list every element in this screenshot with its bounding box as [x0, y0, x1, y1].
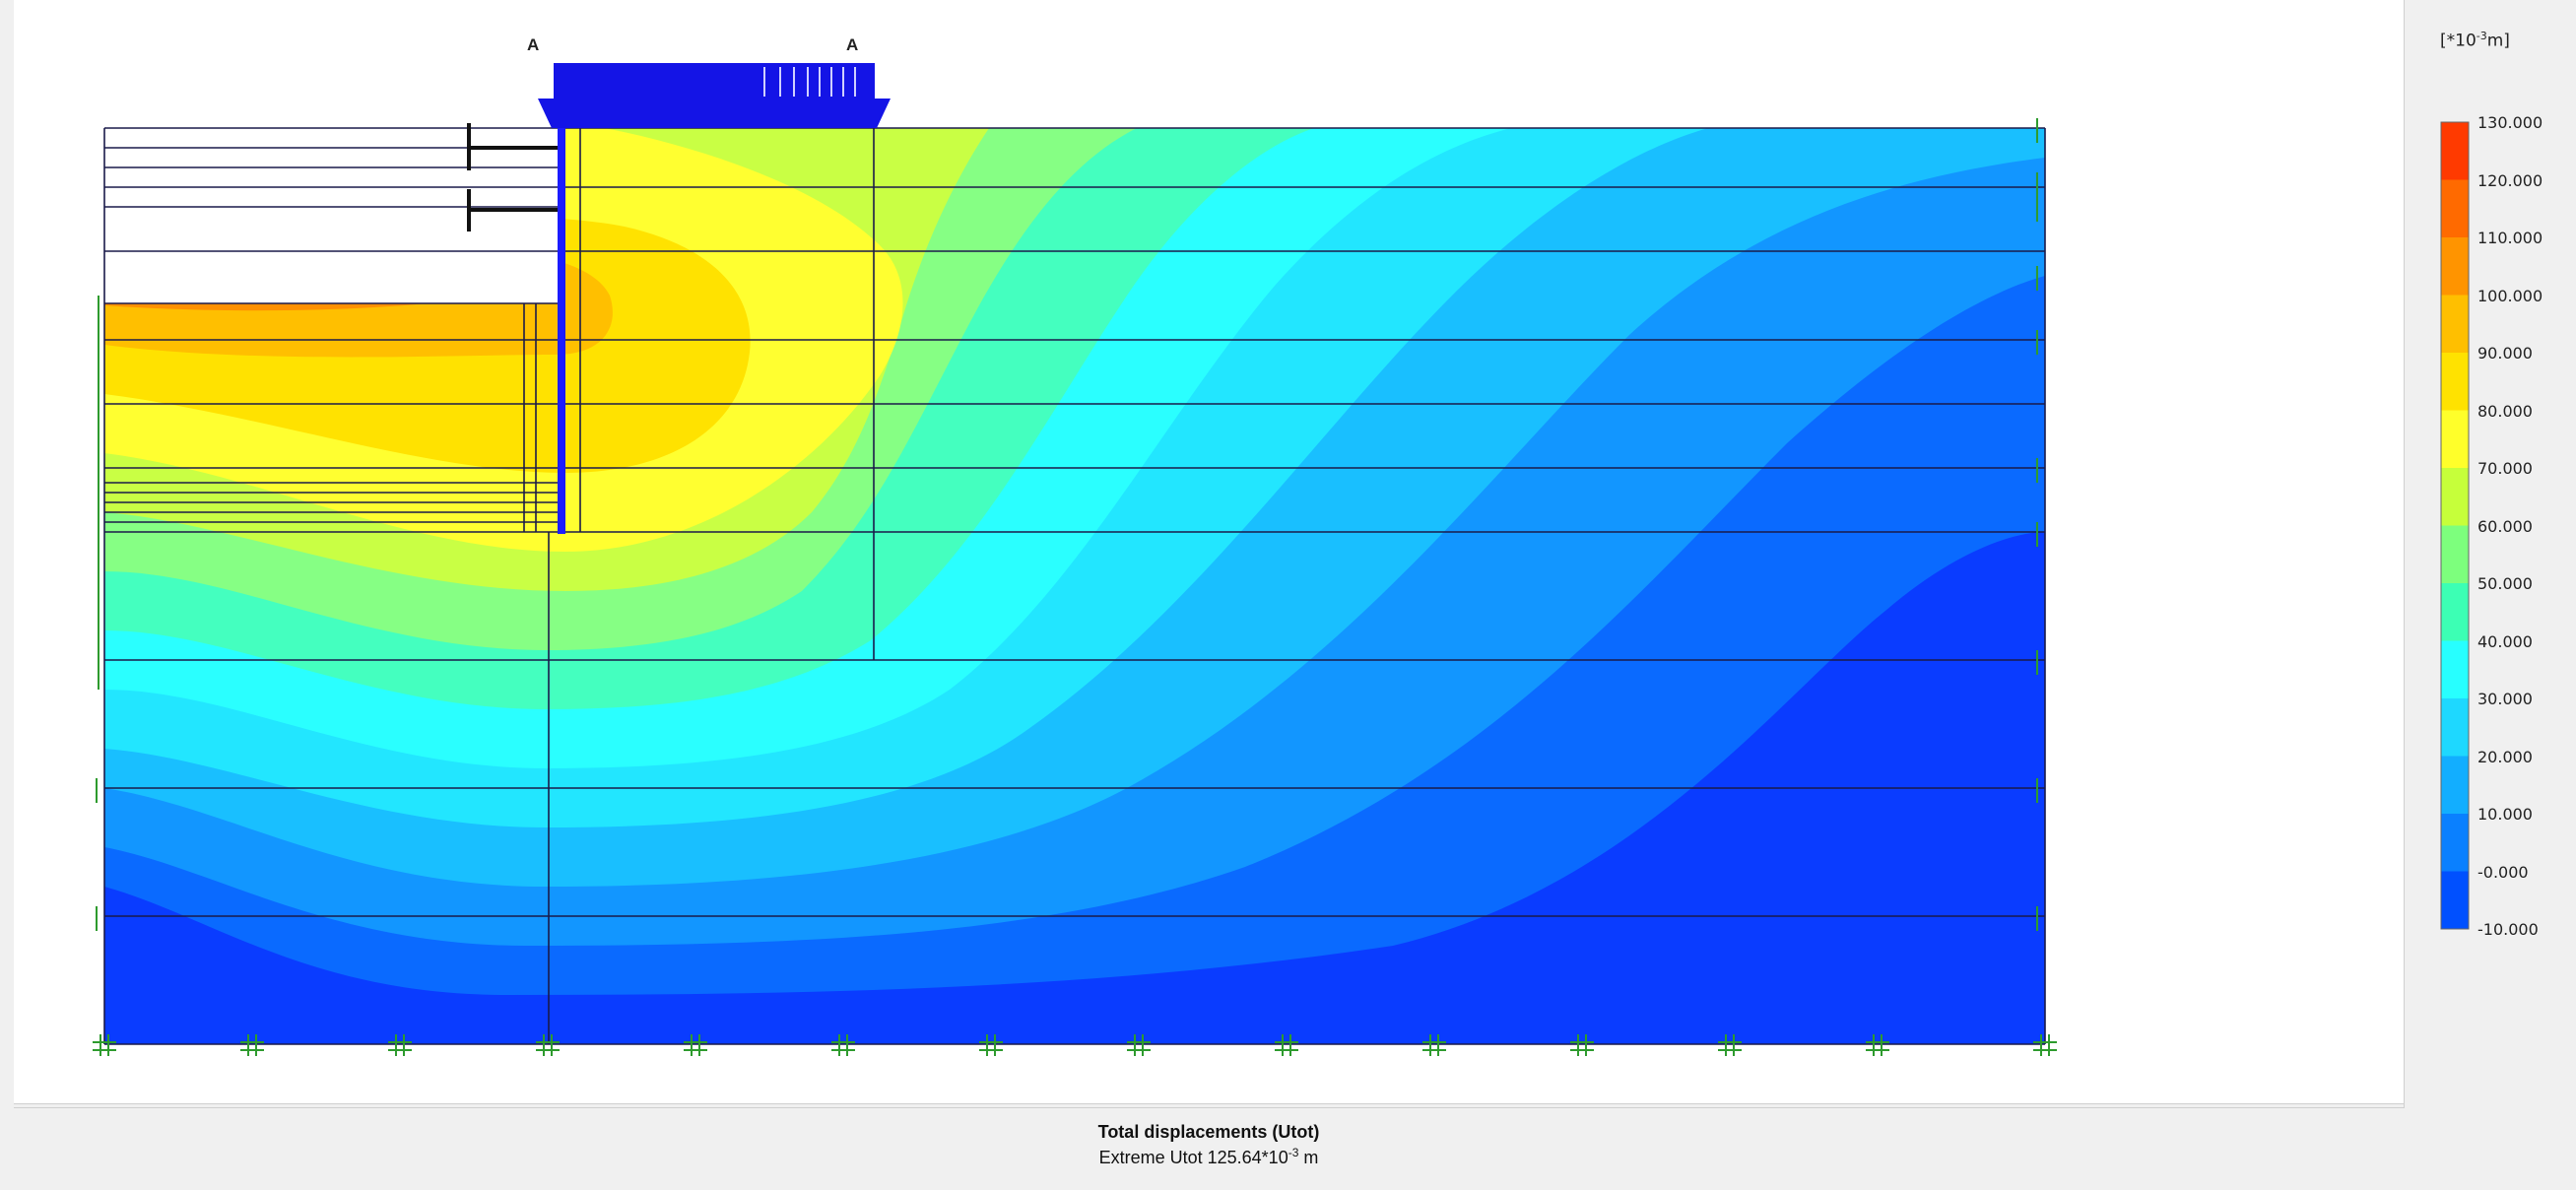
legend-color-swatch	[2441, 525, 2469, 584]
legend-tick-label: 120.000	[2477, 170, 2543, 190]
plot-caption: Total displacements (Utot) Extreme Utot …	[14, 1107, 2404, 1181]
extreme-value: Extreme Utot 125.64*10-3 m	[1098, 1146, 1319, 1167]
legend-color-swatch	[2441, 814, 2469, 872]
legend-tick-label: 40.000	[2477, 631, 2533, 651]
legend-color-swatch	[2441, 583, 2469, 641]
legend-color-swatch	[2441, 871, 2469, 930]
legend-tick-label: -0.000	[2477, 862, 2529, 882]
legend-color-swatch	[2441, 756, 2469, 815]
boundary-fixities	[93, 118, 2057, 1056]
legend-color-swatch	[2441, 295, 2469, 354]
legend-tick-label: 130.000	[2477, 113, 2543, 132]
legend-tick-label: 100.000	[2477, 286, 2543, 305]
section-label-right: A	[846, 35, 859, 54]
legend-tick-label: 110.000	[2477, 229, 2543, 247]
section-label-left: A	[527, 35, 540, 54]
anchors	[467, 123, 558, 231]
diaphragm-wall	[558, 128, 565, 534]
legend-color-swatch	[2441, 468, 2469, 526]
legend-tick-label: 60.000	[2477, 516, 2533, 536]
legend-color-swatch	[2441, 410, 2469, 469]
legend-tick-label: 20.000	[2477, 747, 2533, 766]
legend-tick-label: 10.000	[2477, 805, 2533, 824]
legend-color-swatch	[2441, 640, 2469, 699]
legend-tick-label: 50.000	[2477, 574, 2533, 593]
legend-tick-label: 70.000	[2477, 459, 2533, 478]
color-scale-bar	[2440, 121, 2470, 930]
legend-panel: [*10-3m] 130.000 120.000 110.000 100.000 90.…	[2404, 0, 2576, 1108]
legend-color-swatch	[2441, 122, 2469, 180]
displacement-contour-plot	[93, 63, 2057, 1056]
legend-tick-label: -10.000	[2477, 920, 2539, 939]
legend-tick-label: 90.000	[2477, 344, 2533, 363]
legend-color-swatch	[2441, 237, 2469, 296]
plot-title: Total displacements (Utot)	[1097, 1122, 1320, 1142]
legend-color-swatch	[2441, 353, 2469, 411]
surface-load	[538, 63, 891, 128]
layer-boundaries	[103, 127, 2046, 1045]
legend-bar-border	[2440, 121, 2470, 930]
legend-color-swatch	[2441, 698, 2469, 757]
legend-tick-label: 30.000	[2477, 690, 2533, 708]
contour-plot-area: A A	[14, 0, 2405, 1104]
legend-unit: [*10-3m]	[2440, 30, 2510, 51]
excavated-region	[104, 126, 563, 303]
legend-color-swatch	[2441, 179, 2469, 238]
legend-tick-label: 80.000	[2477, 401, 2533, 421]
